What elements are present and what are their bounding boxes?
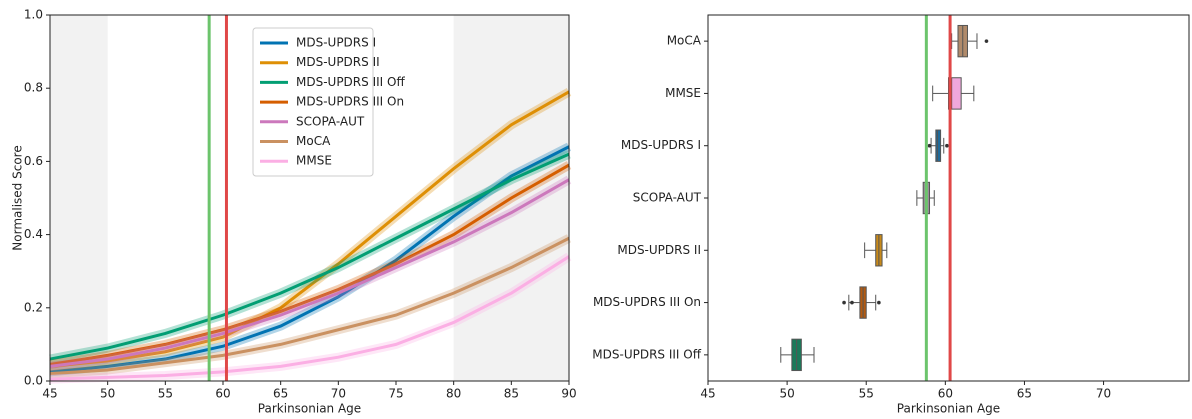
series-line bbox=[49, 145, 570, 374]
x-tick-label: 85 bbox=[504, 387, 519, 401]
flier bbox=[945, 143, 949, 148]
legend-label: MDS-UPDRS III Off bbox=[296, 75, 405, 89]
y-tick-label: 0.2 bbox=[24, 300, 43, 314]
y-tick-label: 0.8 bbox=[24, 81, 43, 95]
x-tick-label: 65 bbox=[1017, 387, 1032, 401]
x-tick-label: 70 bbox=[1096, 387, 1111, 401]
flier bbox=[927, 143, 932, 148]
legend-label: MDS-UPDRS II bbox=[296, 55, 380, 69]
x-tick-label: 60 bbox=[215, 387, 230, 401]
x-tick-label: 50 bbox=[779, 387, 794, 401]
x-tick-label: 70 bbox=[331, 387, 346, 401]
series-line bbox=[49, 255, 570, 381]
legend-label: MoCA bbox=[296, 134, 331, 148]
y-tick-label: 0.4 bbox=[24, 227, 43, 241]
box bbox=[935, 129, 942, 162]
plot-frame bbox=[49, 14, 570, 382]
legend-label: MDS-UPDRS III On bbox=[296, 95, 404, 109]
y-tick-label: SCOPA-AUT bbox=[633, 191, 702, 205]
x-tick-label: 90 bbox=[561, 387, 576, 401]
flier bbox=[984, 39, 989, 43]
y-tick-label: 0.6 bbox=[24, 154, 43, 168]
y-tick-label: MDS-UPDRS II bbox=[617, 243, 701, 257]
legend-label: MMSE bbox=[296, 154, 332, 168]
legend: MDS-UPDRS I MDS-UPDRS II MDS-UPDRS III Off… bbox=[252, 27, 405, 177]
x-axis-label: Parkinsonian Age bbox=[258, 402, 361, 416]
y-tick-label: 0.0 bbox=[24, 374, 43, 388]
legend-label: SCOPA-AUT bbox=[296, 114, 365, 128]
plot-frame bbox=[707, 14, 1190, 382]
x-tick-label: 55 bbox=[859, 387, 874, 401]
series-line bbox=[49, 178, 570, 368]
y-axis-label: Normalised Score bbox=[11, 145, 25, 250]
y-tick-label: MMSE bbox=[665, 86, 701, 100]
y-tick-label: MDS-UPDRS III On bbox=[593, 295, 701, 309]
series-line bbox=[49, 152, 570, 361]
x-tick-label: 80 bbox=[446, 387, 461, 401]
y-tick-label: MDS-UPDRS I bbox=[621, 138, 701, 152]
x-tick-label: 45 bbox=[700, 387, 715, 401]
flier bbox=[842, 300, 846, 305]
x-tick-label: 65 bbox=[273, 387, 288, 401]
y-tick-label: MDS-UPDRS III Off bbox=[592, 347, 701, 361]
x-tick-label: 75 bbox=[388, 387, 403, 401]
x-tick-label: 50 bbox=[100, 387, 115, 401]
legend-frame bbox=[252, 27, 374, 177]
x-tick-label: 55 bbox=[158, 387, 173, 401]
series-line bbox=[49, 236, 570, 376]
y-tick-label: MoCA bbox=[667, 34, 702, 48]
series-line bbox=[49, 90, 570, 368]
x-axis-label: Parkinsonian Age bbox=[897, 402, 1000, 416]
flier bbox=[877, 300, 881, 305]
x-tick-label: 45 bbox=[42, 387, 57, 401]
legend-label: MDS-UPDRS I bbox=[296, 36, 376, 50]
shaded-range bbox=[50, 15, 108, 381]
series-line bbox=[49, 163, 570, 367]
flier bbox=[850, 300, 854, 305]
x-tick-label: 60 bbox=[938, 387, 953, 401]
y-tick-label: 1.0 bbox=[24, 8, 43, 22]
